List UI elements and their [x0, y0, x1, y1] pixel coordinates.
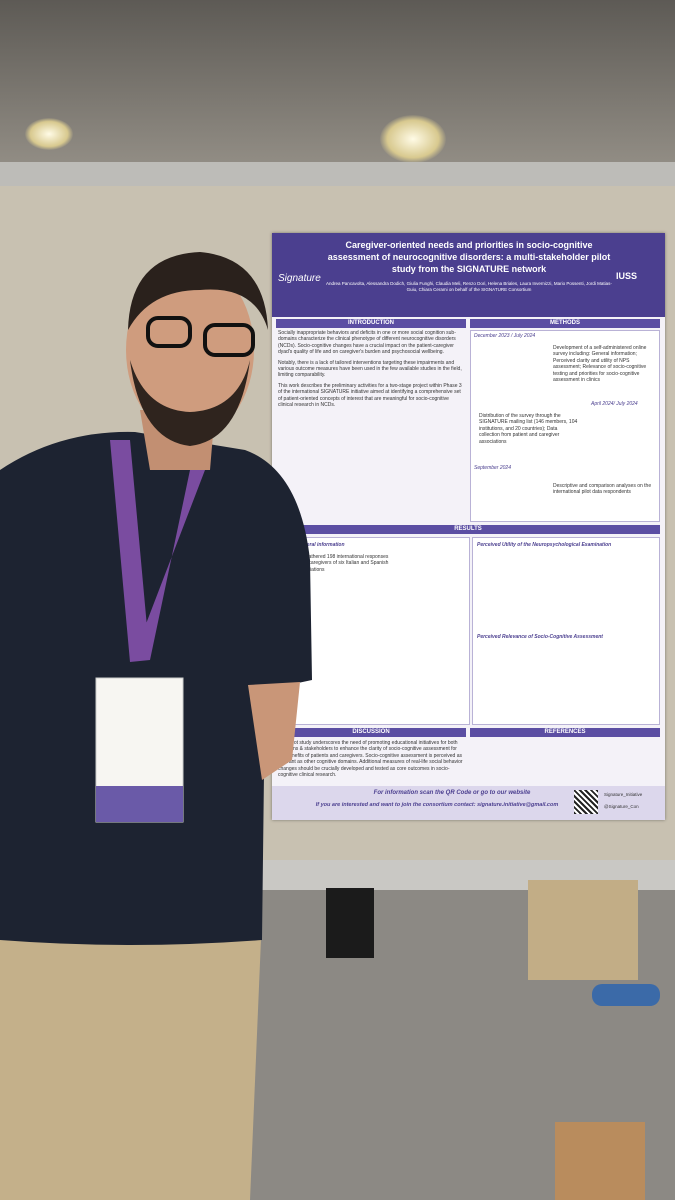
partner-logo: IUSS: [616, 271, 638, 281]
logo: Signature: [278, 273, 321, 284]
section-bar: RESULTS: [276, 525, 660, 534]
social-handle: @Signature_Con: [604, 804, 639, 809]
poster-title: Caregiver-oriented needs and priorities …: [327, 240, 611, 274]
section-bar: REFERENCES: [470, 728, 660, 737]
discussion-text: This pilot study underscores the need of…: [278, 740, 463, 779]
results-text: We gathered 198 international responses …: [297, 554, 389, 573]
authors: Andrea Pancavolta, Alessandra Dodich, Gi…: [326, 281, 612, 292]
footer-text: If you are interested and want to join t…: [315, 802, 559, 808]
poster: Signature IUSS Caregiver-oriented needs …: [272, 233, 665, 820]
person-legs: [528, 880, 638, 980]
glasses: [146, 316, 192, 348]
lanyard: [110, 440, 205, 662]
date: September 2024: [474, 465, 511, 471]
results-heading: Perceived Utility of the Neuropsychologi…: [477, 542, 612, 548]
methods-panel: December 2023 / July 2024 Development of…: [470, 330, 660, 522]
paragraph: Socially inappropriate behaviors and def…: [278, 330, 456, 356]
section-bar: DISCUSSION: [276, 728, 466, 737]
qr-code: [574, 790, 598, 814]
results-heading: Perceived Relevance of Socio-Cognitive A…: [477, 634, 603, 640]
method-item: Development of a self-administered onlin…: [553, 345, 647, 384]
badge-band: [96, 786, 183, 822]
ceiling-light: [380, 115, 446, 163]
poster-header: Signature IUSS Caregiver-oriented needs …: [272, 233, 665, 317]
date: April 2024/ July 2024: [591, 401, 638, 407]
ceiling-light: [25, 118, 73, 150]
social-handle: Signature_Initiative: [604, 792, 643, 797]
section-bar: METHODS: [470, 319, 660, 328]
footer: For information scan the QR Code or go t…: [272, 786, 665, 820]
results-panel: General information We gathered 198 inte…: [292, 537, 470, 725]
paragraph: Notably, there is a lack of tailored int…: [278, 359, 462, 379]
intro-text: Socially inappropriate behaviors and def…: [278, 330, 464, 520]
paragraph: This work describes the preliminary acti…: [278, 382, 462, 409]
ceiling: [0, 0, 675, 190]
footer-text: For information scan the QR Code or go t…: [373, 790, 531, 796]
hair: [128, 252, 268, 330]
section-bar: INTRODUCTION: [276, 319, 466, 328]
glasses: [203, 323, 255, 357]
shoe: [592, 984, 660, 1006]
beard: [130, 360, 250, 446]
pants: [0, 915, 262, 1200]
results-heading: General information: [297, 542, 345, 548]
method-item: Descriptive and comparison analyses on t…: [553, 483, 652, 496]
date: December 2023 / July 2024: [474, 333, 536, 339]
person-legs: [326, 888, 374, 958]
results-panel: Perceived Utility of the Neuropsychologi…: [472, 537, 660, 725]
box: [555, 1122, 645, 1200]
board-frame: [0, 162, 675, 186]
head: [126, 262, 254, 438]
method-item: Distribution of the survey through the S…: [479, 413, 578, 445]
arm: [248, 682, 300, 780]
